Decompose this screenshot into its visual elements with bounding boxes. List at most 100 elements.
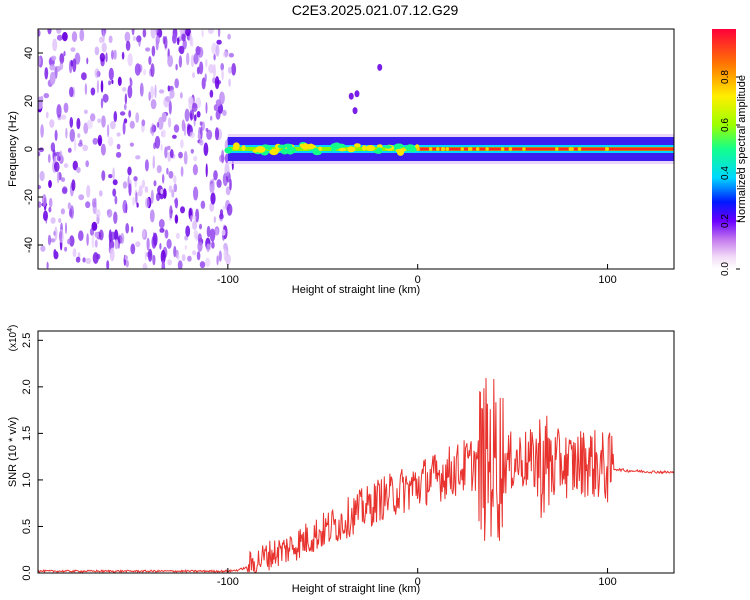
noise-speckle <box>223 242 228 252</box>
noise-speckle <box>204 73 207 82</box>
noise-speckle <box>185 29 192 37</box>
noise-speckle <box>150 99 157 110</box>
signal-blob <box>354 143 361 148</box>
noise-speckle <box>133 176 138 182</box>
colorbar-tick-label: 0.2 <box>720 214 731 228</box>
heatmap-marks <box>38 29 674 269</box>
noise-speckle <box>106 124 110 138</box>
noise-speckle <box>72 248 77 258</box>
noise-speckle <box>78 194 85 201</box>
isolated-blob <box>352 107 358 115</box>
noise-speckle <box>90 113 96 122</box>
noise-speckle <box>132 35 136 42</box>
noise-speckle <box>94 231 99 238</box>
noise-speckle <box>135 192 138 205</box>
noise-speckle <box>114 229 119 241</box>
noise-speckle <box>38 184 42 190</box>
noise-speckle <box>97 118 102 124</box>
noise-speckle <box>180 206 185 214</box>
signal-blob <box>362 145 367 151</box>
noise-speckle <box>209 89 214 98</box>
noise-speckle <box>125 223 130 234</box>
noise-speckle <box>173 175 177 184</box>
heatmap-x-axis-label: Height of straight line (km) <box>292 284 420 296</box>
noise-speckle <box>72 160 79 171</box>
noise-speckle <box>112 179 118 186</box>
noise-speckle <box>225 186 231 196</box>
noise-speckle <box>91 234 95 249</box>
noise-speckle <box>69 208 73 218</box>
noise-speckle <box>167 117 172 128</box>
noise-speckle <box>216 255 219 266</box>
noise-speckle <box>209 183 215 193</box>
noise-speckle <box>129 142 134 147</box>
snr-panel: -100 0 100 0.0 0.5 1.0 1.5 2.0 2.5 Height of st… <box>7 325 675 595</box>
snr-x-tick-label: 100 <box>598 576 616 588</box>
noise-speckle <box>97 134 103 146</box>
noise-speckle <box>210 115 213 121</box>
noise-speckle <box>153 232 158 247</box>
noise-speckle <box>212 63 216 78</box>
snr-x-ticks: -100 0 100 <box>217 568 617 588</box>
noise-speckle <box>63 50 66 57</box>
noise-speckle <box>132 196 135 206</box>
noise-speckle <box>184 245 187 250</box>
noise-speckle <box>141 229 146 239</box>
noise-speckle <box>161 112 167 123</box>
signal-band-peak <box>417 147 674 151</box>
snr-multiplier-base: (x10 <box>8 331 19 351</box>
noise-speckle <box>150 63 155 78</box>
noise-speckle <box>194 114 197 122</box>
noise-speckle <box>94 239 98 248</box>
noise-speckle <box>51 55 57 61</box>
noise-speckle <box>60 177 66 183</box>
noise-speckle <box>228 78 231 87</box>
noise-speckle <box>167 85 170 92</box>
noise-speckle <box>176 37 180 46</box>
noise-speckle <box>112 188 117 197</box>
noise-speckle <box>214 76 220 90</box>
signal-blob <box>269 149 279 156</box>
signal-blob <box>318 146 323 151</box>
noise-speckle <box>62 31 68 42</box>
signal-peak-dot <box>460 147 465 151</box>
noise-speckle <box>224 162 230 177</box>
noise-speckle <box>78 230 84 241</box>
snr-multiplier: (x104) <box>7 325 19 352</box>
snr-multiplier-exp: 4 <box>7 328 14 332</box>
noise-speckle <box>43 93 50 99</box>
noise-speckle <box>50 142 56 153</box>
noise-speckle <box>160 188 164 195</box>
noise-speckle <box>113 49 117 60</box>
snr-y-ticks: 0.0 0.5 1.0 1.5 2.0 2.5 <box>21 333 43 581</box>
noise-speckle <box>179 45 185 55</box>
heatmap-x-ticks: -100 0 100 <box>217 264 617 286</box>
noise-speckle <box>53 251 59 260</box>
noise-speckle <box>152 254 156 266</box>
noise-speckle <box>77 142 83 147</box>
noise-speckle <box>209 228 216 242</box>
noise-speckle <box>45 111 49 119</box>
noise-speckle <box>193 186 199 201</box>
noise-speckle <box>47 234 52 246</box>
noise-speckle <box>214 127 220 141</box>
heatmap-x-tick-label: 0 <box>415 274 421 286</box>
noise-speckle <box>158 219 165 229</box>
noise-speckle <box>141 119 146 127</box>
noise-speckle <box>164 146 168 159</box>
noise-speckle <box>54 161 60 172</box>
noise-speckle <box>169 205 173 219</box>
noise-speckle <box>76 117 81 130</box>
heatmap-y-tick-label: 20 <box>23 95 35 107</box>
noise-speckle <box>92 137 98 145</box>
noise-speckle <box>215 228 219 236</box>
noise-speckle <box>106 208 113 218</box>
noise-speckle <box>193 53 199 65</box>
noise-speckle <box>166 145 171 151</box>
noise-speckle <box>139 82 144 97</box>
noise-speckle <box>119 111 126 116</box>
noise-speckle <box>206 129 213 140</box>
noise-speckle <box>196 251 201 261</box>
noise-speckle <box>172 33 177 44</box>
noise-speckle <box>115 151 122 158</box>
